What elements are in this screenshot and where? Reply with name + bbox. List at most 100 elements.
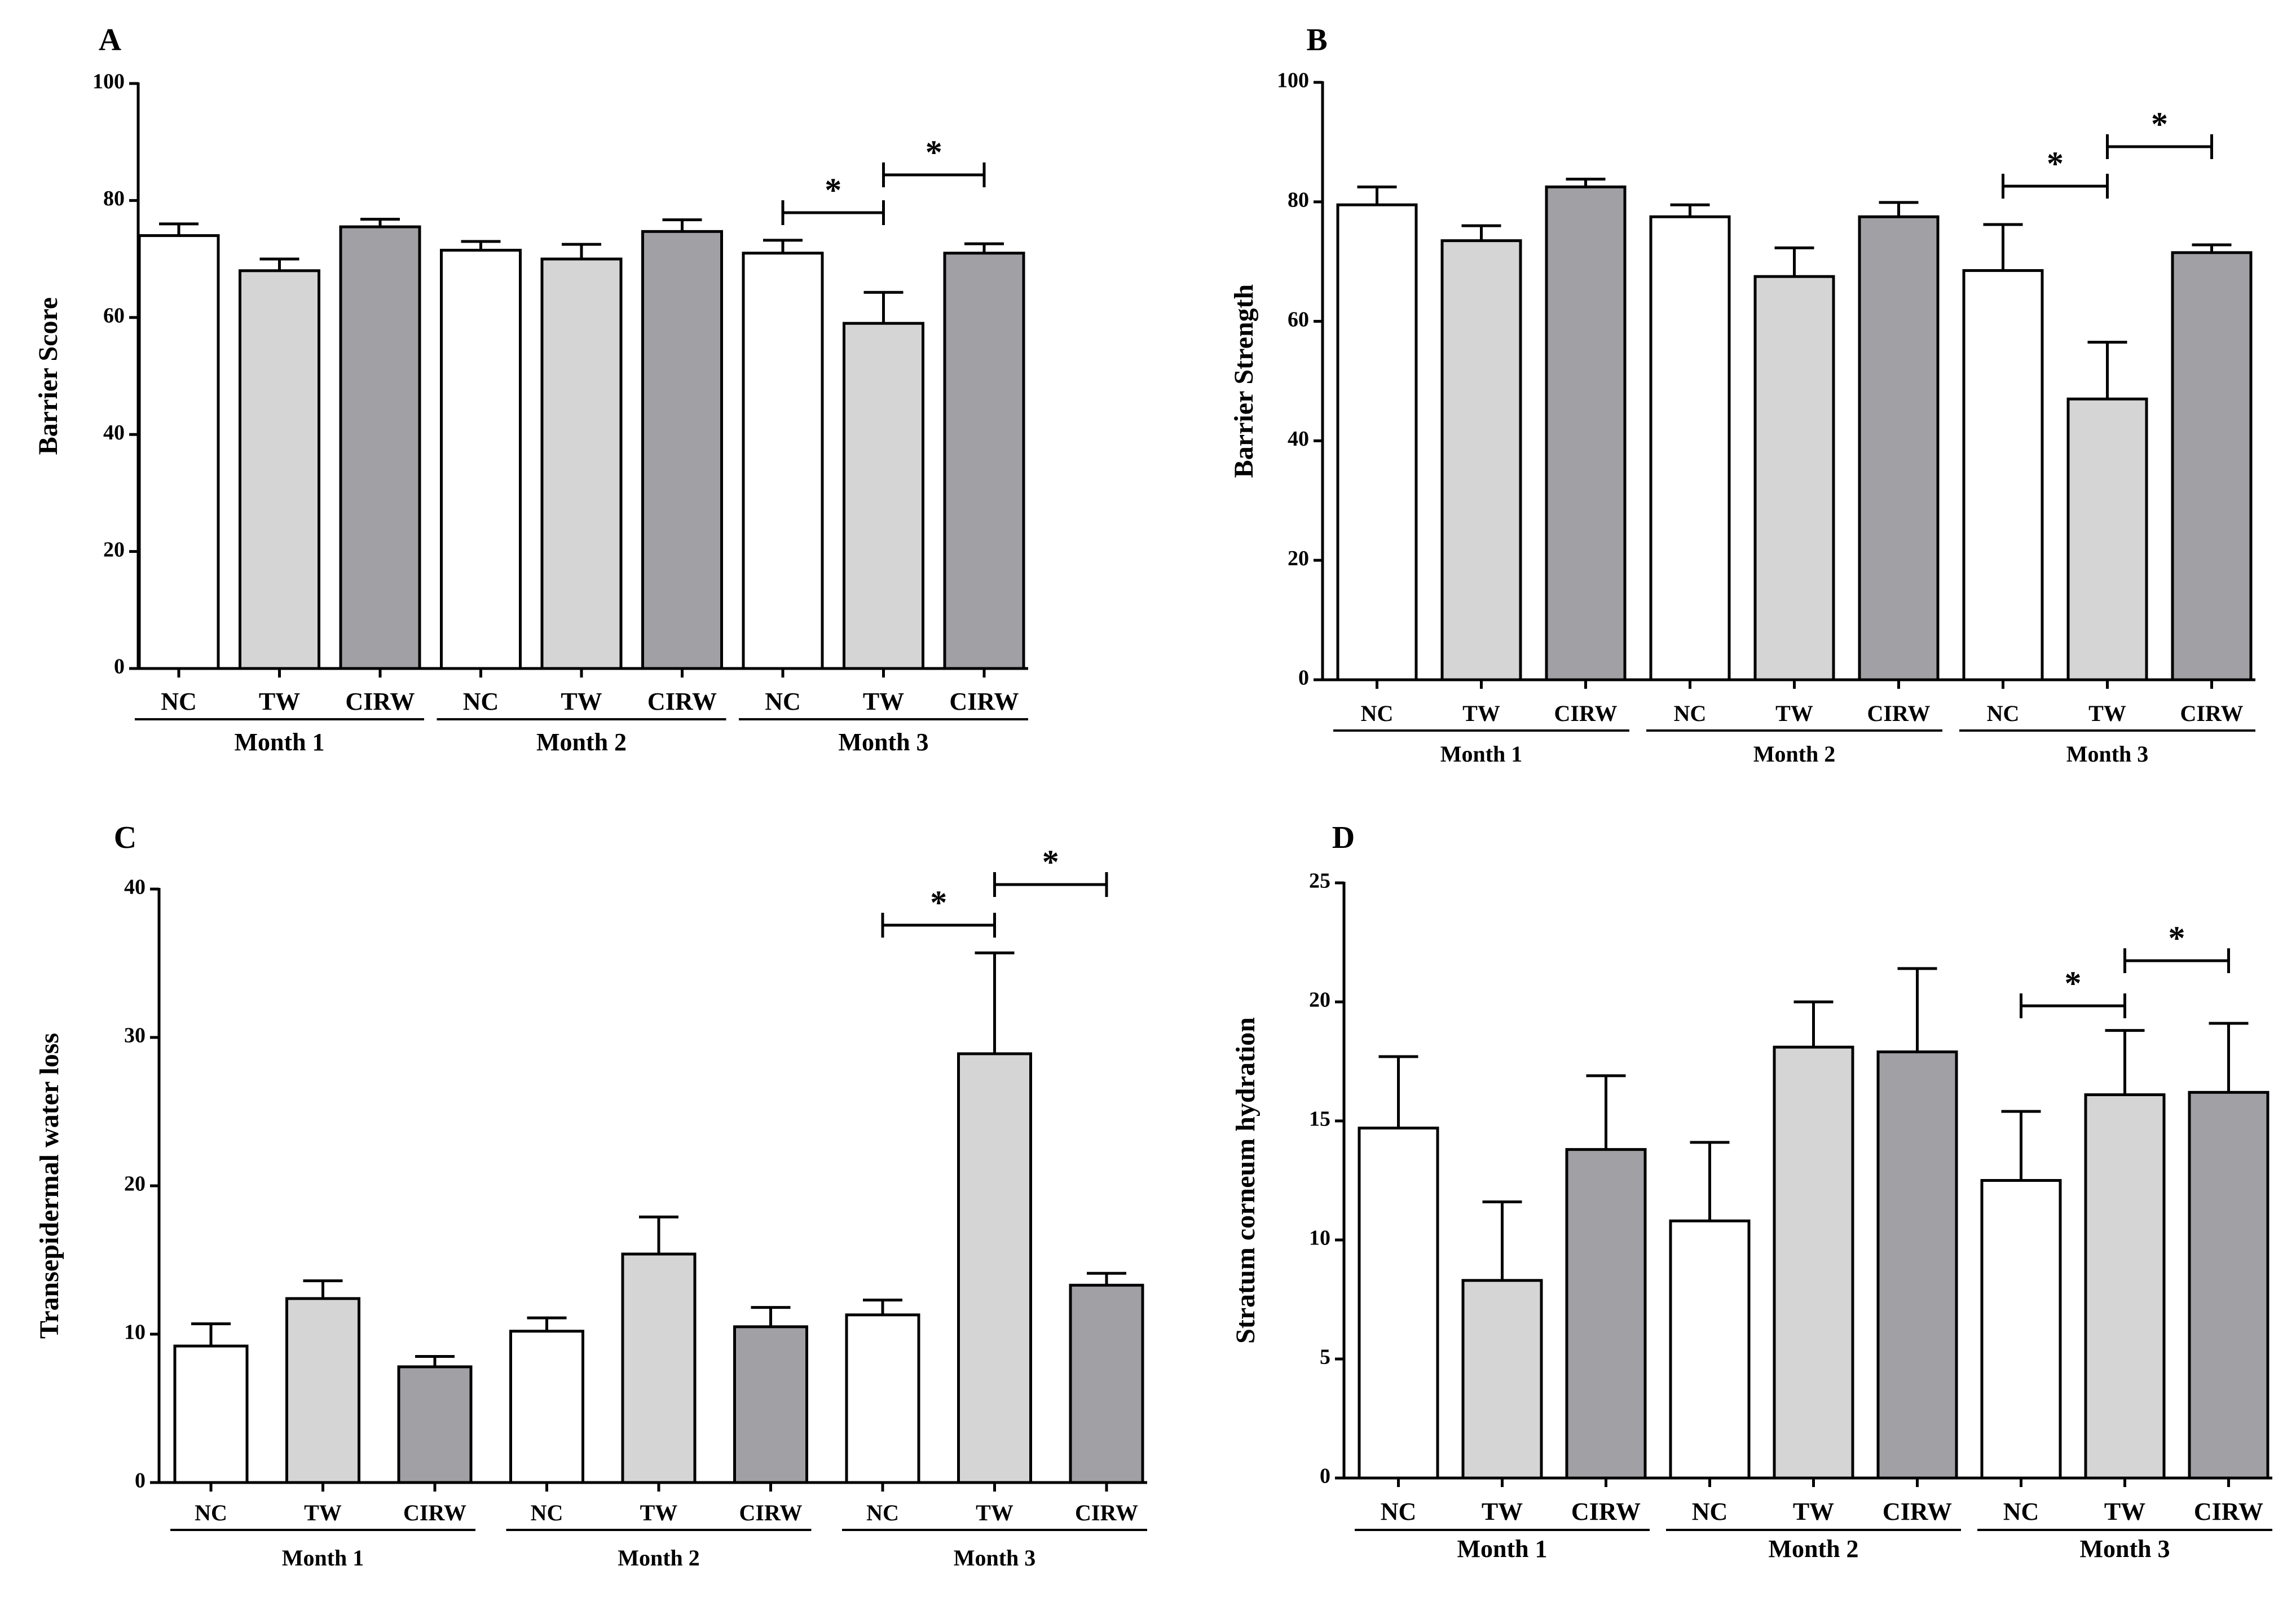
panel-d: D Stratum corneum hydration 0 5 10 15 20 25 NC TW… [1231, 820, 2272, 1563]
bar-nc [173, 1344, 249, 1484]
bar-tw [2066, 397, 2148, 681]
bar-nc [1336, 203, 1418, 681]
bar-cirw [943, 252, 1025, 670]
bar-tw [1773, 1045, 1854, 1480]
bar-nc [509, 1330, 584, 1484]
significance-star: * [825, 171, 841, 209]
bar-nc [1358, 1127, 1439, 1480]
bar-cirw [339, 225, 421, 670]
y-tick-label: 5 [1320, 1345, 1330, 1369]
x-category-label: TW [561, 688, 602, 715]
y-tick-label: 40 [1288, 427, 1309, 451]
y-tick-label: 80 [1288, 188, 1309, 212]
x-category-label: CIRW [647, 688, 717, 715]
x-category-label: NC [1361, 701, 1394, 726]
bar-tw [1461, 1279, 1543, 1480]
y-axis-label: Barrier Strength [1229, 284, 1259, 478]
month-label: Month 1 [1457, 1535, 1547, 1563]
x-category-label: CIRW [1883, 1498, 1952, 1525]
x-category-label: TW [1482, 1498, 1523, 1525]
x-category-label: CIRW [345, 688, 415, 715]
y-tick-label: 40 [103, 421, 125, 445]
bar-nc [1980, 1179, 2062, 1480]
x-category-label: TW [976, 1500, 1013, 1525]
x-category-label: NC [463, 688, 499, 715]
bar-tw [957, 1052, 1032, 1484]
y-axis-label: Stratum corneum hydration [1231, 1017, 1261, 1344]
y-tick-label: 25 [1309, 869, 1330, 893]
y-tick-label: 80 [103, 187, 125, 210]
x-category-label: TW [2088, 701, 2126, 726]
bar-tw [843, 322, 924, 670]
y-tick-label: 10 [1309, 1226, 1330, 1250]
panel-letter: B [1306, 23, 1327, 58]
x-category-label: TW [640, 1500, 678, 1525]
month-label: Month 3 [2066, 741, 2149, 767]
x-category-label: TW [863, 688, 904, 715]
month-label: Month 3 [2079, 1535, 2170, 1563]
bar-tw [285, 1297, 360, 1484]
bar-cirw [641, 230, 723, 670]
significance-star: * [1042, 843, 1059, 881]
x-category-label: NC [1692, 1498, 1728, 1525]
y-tick-label: 20 [124, 1172, 146, 1196]
bar-tw [239, 269, 320, 670]
x-category-label: TW [1793, 1498, 1834, 1525]
y-tick-label: 20 [1309, 988, 1330, 1012]
month-label: Month 2 [618, 1545, 700, 1571]
panel-letter: C [114, 820, 136, 855]
bar-tw [621, 1252, 697, 1484]
y-tick-label: 0 [1298, 666, 1309, 690]
x-category-label: CIRW [1571, 1498, 1641, 1525]
y-tick-label: 0 [135, 1469, 146, 1493]
y-tick-label: 0 [1320, 1464, 1330, 1488]
x-category-label: CIRW [2180, 701, 2244, 726]
bar-nc [742, 252, 824, 670]
bar-nc [1649, 215, 1731, 681]
significance-star: * [926, 134, 942, 171]
bar-cirw [2171, 251, 2253, 681]
bar-nc [440, 249, 522, 670]
x-category-label: CIRW [403, 1500, 466, 1525]
y-tick-label: 20 [1288, 547, 1309, 570]
bar-nc [1962, 269, 2044, 681]
month-label: Month 1 [282, 1545, 364, 1571]
bar-tw [1753, 275, 1835, 681]
x-category-label: CIRW [949, 688, 1019, 715]
x-category-label: CIRW [2194, 1498, 2263, 1525]
y-tick-label: 15 [1309, 1107, 1330, 1131]
x-category-label: CIRW [1554, 701, 1618, 726]
x-category-label: TW [259, 688, 300, 715]
y-tick-label: 30 [124, 1024, 146, 1048]
y-tick-label: 10 [124, 1321, 146, 1344]
x-category-label: NC [531, 1500, 563, 1525]
bar-cirw [1565, 1148, 1647, 1480]
x-category-label: NC [866, 1500, 899, 1525]
month-label: Month 2 [536, 728, 627, 756]
panel-c: C Transepidermal water loss 0 10 20 30 40 NC TW C… [34, 820, 1147, 1571]
panel-letter: D [1332, 820, 1355, 855]
significance-star: * [930, 884, 947, 921]
bar-cirw [1545, 185, 1627, 681]
bar-tw [540, 257, 623, 670]
x-category-label: NC [765, 688, 801, 715]
x-category-label: NC [1674, 701, 1707, 726]
x-category-label: CIRW [1867, 701, 1931, 726]
bar-cirw [397, 1365, 473, 1484]
significance-star: * [2151, 105, 2168, 143]
y-tick-label: 60 [103, 304, 125, 328]
bar-nc [845, 1313, 920, 1484]
x-category-label: CIRW [1075, 1500, 1138, 1525]
month-label: Month 1 [234, 728, 324, 756]
y-tick-label: 60 [1288, 307, 1309, 331]
y-tick-label: 100 [92, 70, 125, 94]
x-category-label: TW [304, 1500, 342, 1525]
bar-tw [1440, 239, 1522, 681]
x-category-label: NC [1987, 701, 2020, 726]
bar-cirw [1858, 215, 1940, 681]
panel-a: A Barrier Score 0 20 40 60 80 100 NC TW CIRW NC TW CI… [33, 23, 1028, 756]
x-category-label: TW [2104, 1498, 2145, 1525]
bar-cirw [1876, 1050, 1958, 1480]
significance-star: * [2065, 965, 2082, 1002]
y-axis-label: Barrier Score [33, 297, 63, 455]
